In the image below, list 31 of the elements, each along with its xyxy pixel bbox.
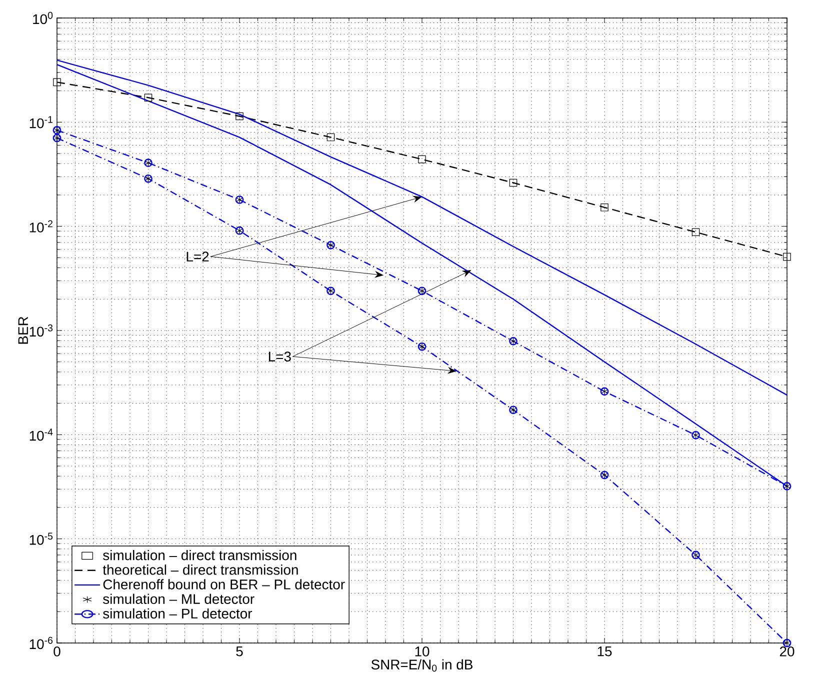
legend-label: simulation – PL detector bbox=[103, 608, 252, 619]
x-tick-label: 15 bbox=[598, 646, 612, 656]
y-tick-label: 10$^{-3}$ bbox=[30, 324, 53, 337]
point bbox=[509, 178, 518, 187]
x-tick-label: 10 bbox=[415, 646, 430, 656]
y-tick-label: 10$^{-2}$ bbox=[30, 220, 52, 232]
x-axis-title: SNR=E/N$_{0}$ in dB bbox=[371, 659, 472, 672]
x-tick-label: 5 bbox=[236, 646, 243, 656]
y-axis-title: BER bbox=[18, 316, 28, 344]
line-series bbox=[57, 60, 788, 396]
point bbox=[326, 133, 335, 142]
y-tick-label: 10$^{-4}$ bbox=[30, 428, 53, 441]
point bbox=[144, 94, 152, 102]
x-tick-label: 20 bbox=[780, 646, 794, 656]
legend-label: theoretical – direct transmission bbox=[102, 564, 298, 575]
point bbox=[783, 252, 791, 261]
point bbox=[600, 204, 608, 212]
legend-label: Cherenoff bound on BER – PL detector bbox=[103, 579, 345, 590]
x-tick-label: 0 bbox=[54, 646, 60, 656]
point bbox=[692, 228, 700, 236]
annotation: L=2 bbox=[186, 252, 209, 262]
y-tick-label: 10$^{-5}$ bbox=[30, 532, 53, 545]
y-tick-label: 10$^{0}$ bbox=[33, 12, 53, 24]
y-tick-label: 10$^{-1}$ bbox=[30, 116, 53, 128]
annotation: L=3 bbox=[268, 352, 291, 362]
legend-label: simulation – direct transmission bbox=[103, 550, 296, 560]
point bbox=[53, 78, 61, 86]
point bbox=[236, 112, 244, 120]
point bbox=[418, 155, 426, 164]
legend-label: simulation – ML detector bbox=[103, 594, 254, 604]
y-tick-label: 10$^{-6}$ bbox=[30, 636, 53, 650]
